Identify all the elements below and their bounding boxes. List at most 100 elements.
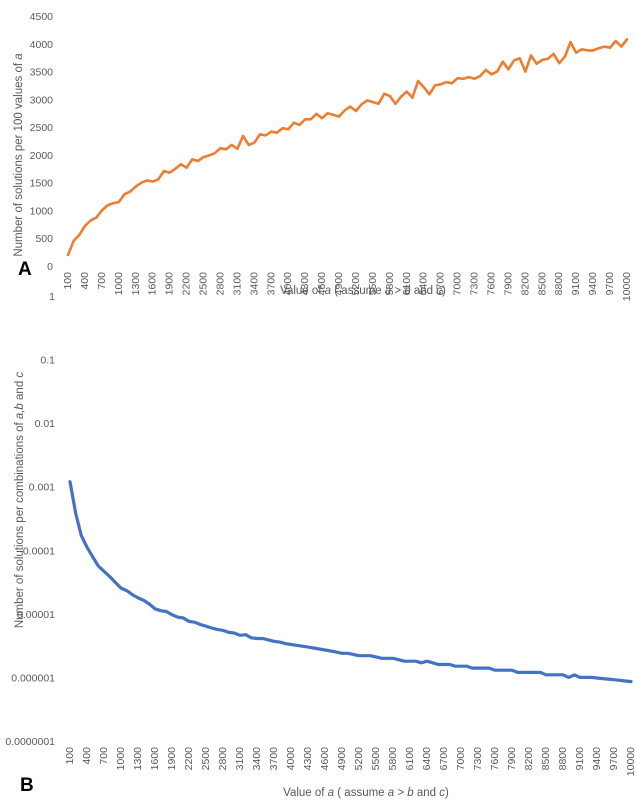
x-ticks-b: 100 400 700 1000 1300 1600 1900 2200 2500 2800 310…	[64, 747, 636, 776]
axis-title-part: b	[404, 285, 411, 297]
axis-title-part: c	[436, 285, 442, 297]
y-tick-label: 0.0000001	[5, 736, 55, 748]
x-tick-label: 7000	[452, 272, 464, 296]
x-tick-label: 700	[98, 747, 110, 765]
x-tick-label: 1000	[113, 272, 125, 296]
series-line	[66, 37, 629, 257]
axis-title-part: a	[325, 285, 331, 297]
x-tick-label: 400	[79, 272, 91, 290]
series-line	[68, 480, 633, 684]
axis-title-part: )	[442, 285, 446, 297]
y-axis-title-b: Number of solutions per combinations of …	[14, 372, 26, 629]
chart-b: Number of solutions per combinations of …	[5, 291, 636, 799]
y-tick-label: 0	[47, 261, 53, 273]
axis-title-part: and	[414, 787, 440, 799]
x-tick-label: 700	[96, 272, 108, 290]
x-tick-label: 5800	[384, 272, 396, 296]
y-tick-label: 2000	[30, 150, 54, 162]
x-tick-label: 4900	[333, 272, 345, 296]
x-axis-title-b: Value of a ( assume a > b and c)	[283, 787, 449, 799]
axis-title-part: and	[411, 285, 437, 297]
x-tick-label: 2500	[198, 272, 210, 296]
x-tick-label: 6400	[418, 272, 430, 296]
axis-title-part: Number of solutions per 100 values of	[13, 60, 25, 257]
x-tick-label: 7900	[502, 272, 514, 296]
x-tick-label: 100	[64, 747, 76, 765]
y-tick-label: 3000	[30, 94, 54, 106]
x-tick-label: 2800	[217, 747, 229, 771]
x-tick-label: 9400	[587, 272, 599, 296]
x-tick-label: 5800	[387, 747, 399, 771]
x-tick-label: 4000	[282, 272, 294, 296]
panel-label-b: B	[20, 775, 34, 796]
x-tick-label: 5200	[350, 272, 362, 296]
x-tick-label: 2200	[183, 747, 195, 771]
y-tick-label: 2500	[30, 122, 54, 134]
y-ticks-b: 0.0000001 0.000001 0.00001 0.0001 0.001 0.01 0…	[5, 291, 55, 748]
y-ticks-a: 0 500 1000 1500 2000 2500 3000 3500 4000 4500	[30, 11, 54, 273]
axis-title-part: c	[14, 372, 26, 378]
x-tick-label: 1000	[115, 747, 127, 771]
x-tick-label: 7600	[489, 747, 501, 771]
axis-title-part: Value of	[280, 285, 325, 297]
x-tick-label: 3400	[248, 272, 260, 296]
axis-title-part: and	[14, 378, 26, 404]
x-tick-label: 9400	[591, 747, 603, 771]
x-tick-label: 9100	[574, 747, 586, 771]
x-tick-label: 1600	[147, 272, 159, 296]
axis-title-part: a,b	[14, 403, 26, 420]
axis-title-part: b	[407, 787, 414, 799]
x-tick-label: 4600	[319, 747, 331, 771]
y-tick-label: 0.00001	[17, 609, 55, 621]
x-tick-label: 4300	[299, 272, 311, 296]
axis-title-part: a	[328, 787, 334, 799]
axis-title-part: )	[445, 787, 449, 799]
y-tick-label: 4000	[30, 39, 54, 51]
y-tick-label: 0.1	[40, 355, 55, 367]
axis-title-part: ( assume	[334, 787, 388, 799]
y-tick-label: 0.000001	[11, 672, 55, 684]
x-tick-label: 9700	[608, 747, 620, 771]
axis-title-part: >	[391, 285, 404, 297]
x-tick-label: 8800	[553, 272, 565, 296]
x-tick-label: 7600	[486, 272, 498, 296]
x-tick-label: 8500	[540, 747, 552, 771]
axis-title-part: >	[394, 787, 407, 799]
x-tick-label: 6700	[435, 272, 447, 296]
y-tick-label: 0.01	[35, 418, 56, 430]
x-ticks-a: 100 400 700 1000 1300 1600 1900 2200 2500 2800 310…	[62, 272, 633, 301]
x-tick-label: 1300	[132, 747, 144, 771]
x-tick-label: 4600	[316, 272, 328, 296]
x-tick-label: 5200	[353, 747, 365, 771]
x-tick-label: 10000	[621, 272, 633, 301]
axis-title-part: Value of	[283, 787, 328, 799]
x-tick-label: 7000	[455, 747, 467, 771]
x-tick-label: 400	[81, 747, 93, 765]
x-tick-label: 8500	[536, 272, 548, 296]
x-tick-label: 4900	[336, 747, 348, 771]
x-tick-label: 2500	[200, 747, 212, 771]
y-tick-label: 1000	[30, 205, 54, 217]
axis-title-part: c	[439, 787, 445, 799]
x-tick-label: 100	[62, 272, 74, 290]
x-tick-label: 3100	[234, 747, 246, 771]
x-tick-label: 3700	[265, 272, 277, 296]
x-tick-label: 7300	[469, 272, 481, 296]
y-tick-label: 3500	[30, 67, 54, 79]
x-tick-label: 6400	[421, 747, 433, 771]
panel-label-a: A	[18, 259, 32, 280]
x-tick-label: 7300	[472, 747, 484, 771]
x-tick-label: 3100	[231, 272, 243, 296]
x-tick-label: 4300	[302, 747, 314, 771]
x-tick-label: 5500	[367, 272, 379, 296]
series-a	[66, 37, 629, 257]
x-tick-label: 10000	[625, 747, 636, 776]
axis-title-part: a	[385, 285, 391, 297]
x-tick-label: 3700	[268, 747, 280, 771]
axis-title-part: ( assume	[331, 285, 385, 297]
x-tick-label: 4000	[285, 747, 297, 771]
x-tick-label: 3400	[251, 747, 263, 771]
x-tick-label: 8200	[523, 747, 535, 771]
x-tick-label: 6700	[438, 747, 450, 771]
chart-a: Number of solutions per 100 values of a …	[13, 11, 633, 301]
